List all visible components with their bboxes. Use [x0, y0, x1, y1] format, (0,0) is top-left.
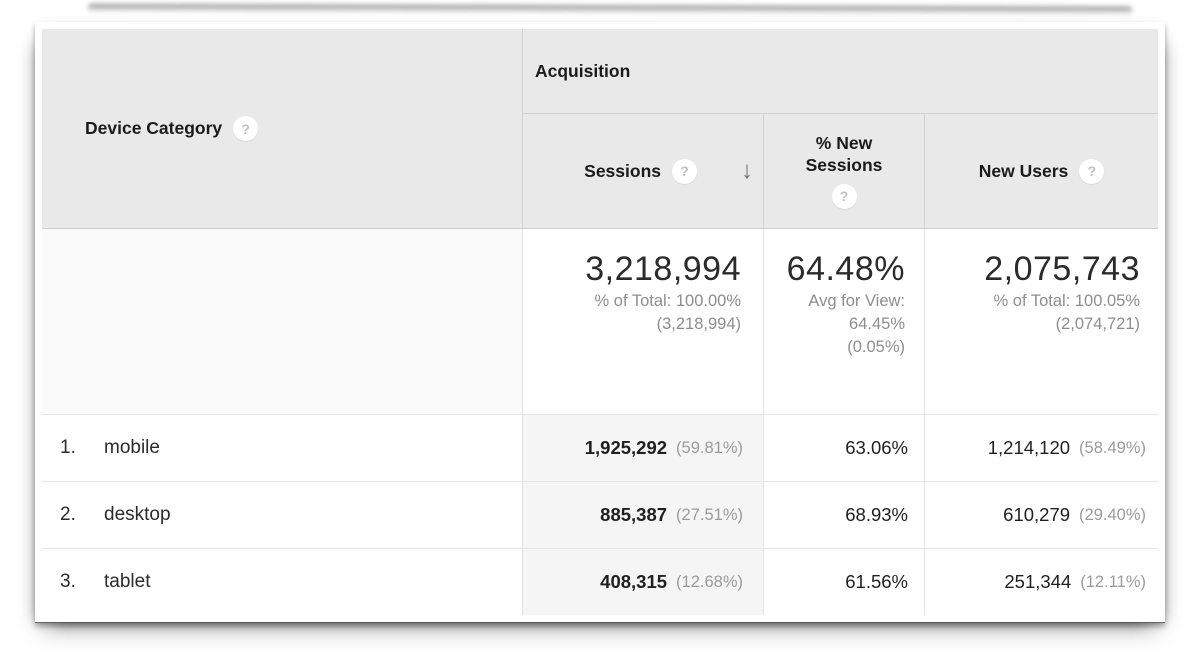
- new-sessions-cell: 63.06%: [763, 414, 924, 481]
- device-name: tablet: [104, 571, 151, 592]
- device-category-header[interactable]: Device Category ?: [42, 29, 522, 229]
- table-row-dimension-cell: 3. tablet: [42, 548, 522, 615]
- summary-sessions-cell: 3,218,994 % of Total: 100.00% (3,218,994…: [522, 229, 763, 414]
- sessions-column-header[interactable]: Sessions ? ↓: [522, 114, 763, 229]
- summary-new-sessions-avg-value: 64.45%: [849, 315, 905, 333]
- table-row-dimension-cell: 1. mobile: [42, 414, 522, 481]
- summary-new-users-pct-of-total: % of Total: 100.05%: [993, 292, 1140, 310]
- new-users-percent: (29.40%): [1079, 505, 1146, 524]
- sessions-cell: 1,925,292 (59.81%): [522, 414, 763, 481]
- sessions-cell: 885,387 (27.51%): [522, 481, 763, 548]
- device-name: mobile: [104, 437, 160, 458]
- summary-new-sessions-value: 64.48%: [786, 250, 905, 288]
- help-icon[interactable]: ?: [233, 116, 259, 141]
- sessions-percent: (27.51%): [676, 505, 743, 524]
- help-icon[interactable]: ?: [1079, 158, 1105, 184]
- new-sessions-value: 61.56%: [845, 571, 908, 592]
- summary-dimension-cell: [42, 229, 522, 414]
- new-sessions-column-header-label: % New Sessions: [805, 133, 883, 175]
- device-name: desktop: [104, 504, 171, 525]
- new-users-column-header-label: New Users: [978, 160, 1069, 181]
- sessions-value: 885,387: [600, 504, 668, 525]
- sessions-percent: (59.81%): [676, 438, 743, 457]
- new-sessions-value: 63.06%: [845, 437, 908, 458]
- table-row-dimension-cell: 2. desktop: [42, 481, 522, 548]
- sessions-percent: (12.68%): [676, 572, 743, 591]
- sessions-value: 408,315: [600, 571, 668, 592]
- sessions-value: 1,925,292: [584, 437, 668, 458]
- summary-new-users-value: 2,075,743: [984, 250, 1140, 288]
- sessions-column-header-label: Sessions: [584, 160, 661, 181]
- summary-new-sessions-avg-label: Avg for View:: [808, 292, 905, 310]
- new-users-value: 610,279: [1003, 504, 1071, 525]
- new-users-column-header[interactable]: New Users ?: [924, 114, 1158, 229]
- summary-sessions-pct-of-total: % of Total: 100.00%: [594, 292, 741, 310]
- summary-sessions-base: (3,218,994): [656, 315, 741, 333]
- new-users-percent: (12.11%): [1080, 572, 1146, 591]
- new-sessions-cell: 61.56%: [763, 548, 924, 615]
- new-users-cell: 610,279 (29.40%): [924, 481, 1158, 548]
- new-users-cell: 1,214,120 (58.49%): [924, 414, 1158, 481]
- summary-new-users-base: (2,074,721): [1055, 315, 1140, 333]
- help-icon[interactable]: ?: [831, 183, 857, 209]
- new-users-value: 251,344: [1004, 571, 1072, 592]
- new-users-cell: 251,344 (12.11%): [924, 548, 1158, 615]
- analytics-table-card: Device Category ? Acquisition Sessions ?…: [35, 22, 1165, 622]
- acquisition-group-header: Acquisition: [522, 29, 1158, 114]
- screenshot-top-shadow: [87, 3, 1133, 15]
- new-users-value: 1,214,120: [987, 437, 1071, 458]
- summary-sessions-value: 3,218,994: [585, 250, 741, 288]
- summary-new-sessions-cell: 64.48% Avg for View: 64.45% (0.05%): [763, 229, 924, 414]
- new-sessions-value: 68.93%: [845, 504, 908, 525]
- row-index: 1.: [60, 437, 76, 458]
- summary-new-sessions-delta: (0.05%): [847, 338, 905, 356]
- new-users-percent: (58.49%): [1079, 438, 1146, 457]
- summary-new-users-cell: 2,075,743 % of Total: 100.05% (2,074,721…: [924, 229, 1158, 414]
- new-sessions-column-header[interactable]: % New Sessions ?: [763, 114, 924, 229]
- sort-descending-icon[interactable]: ↓: [741, 157, 753, 184]
- row-index: 2.: [60, 504, 76, 525]
- new-sessions-cell: 68.93%: [763, 481, 924, 548]
- device-category-header-label: Device Category: [85, 118, 223, 138]
- row-index: 3.: [60, 571, 76, 592]
- sessions-cell: 408,315 (12.68%): [522, 548, 763, 615]
- help-icon[interactable]: ?: [672, 158, 697, 184]
- device-category-table: Device Category ? Acquisition Sessions ?…: [42, 29, 1158, 615]
- acquisition-group-header-label: Acquisition: [535, 60, 631, 81]
